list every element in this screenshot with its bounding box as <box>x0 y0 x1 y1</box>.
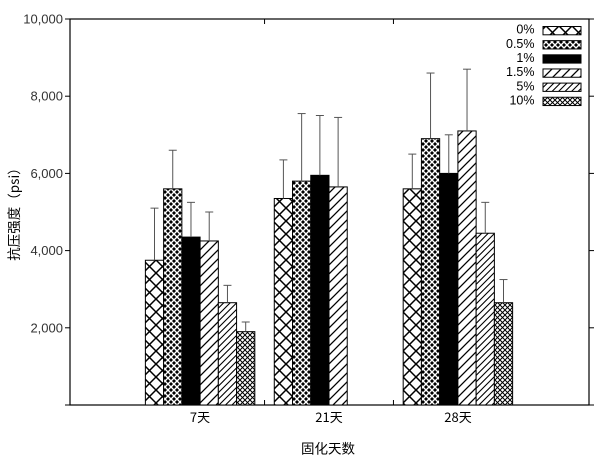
svg-text:5%: 5% <box>516 79 534 93</box>
svg-text:7天: 7天 <box>190 407 210 426</box>
svg-text:2,000: 2,000 <box>30 320 63 335</box>
svg-text:抗压强度（psi）: 抗压强度（psi） <box>3 161 23 260</box>
svg-text:8,000: 8,000 <box>30 89 63 104</box>
svg-text:1%: 1% <box>516 51 534 65</box>
svg-text:28天: 28天 <box>444 407 471 426</box>
svg-text:21天: 21天 <box>315 407 342 426</box>
svg-text:6,000: 6,000 <box>30 166 63 181</box>
svg-text:0%: 0% <box>516 23 534 37</box>
svg-text:1.5%: 1.5% <box>506 65 535 79</box>
svg-text:固化天数: 固化天数 <box>301 438 355 458</box>
svg-text:10%: 10% <box>509 93 534 107</box>
svg-text:0.5%: 0.5% <box>506 37 535 51</box>
svg-text:10,000: 10,000 <box>23 12 63 27</box>
svg-text:4,000: 4,000 <box>30 243 63 258</box>
